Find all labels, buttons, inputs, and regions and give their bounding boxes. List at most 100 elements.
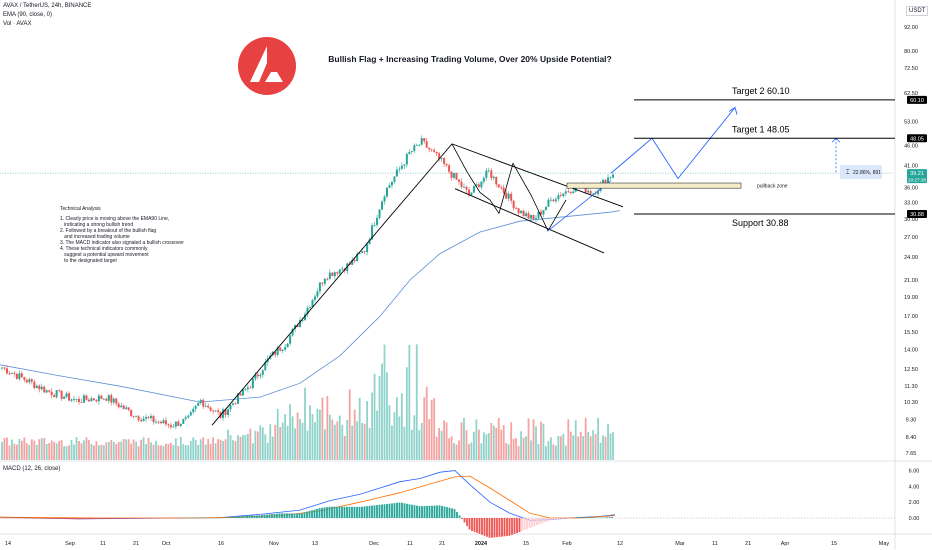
macd-histogram-bar [486,518,488,537]
candle-body [172,426,175,428]
volume-bar [547,440,550,460]
price-tick-label: 24.00 [904,255,918,261]
macd-histogram-bar [446,507,448,518]
volume-bar [353,409,356,460]
volume-bar [145,444,147,460]
time-tick-label: 21 [439,541,445,547]
price-tag-label: 30.88 [910,212,924,218]
currency-badge[interactable]: USDT [906,6,929,16]
volume-bar [229,435,232,460]
volume-bar [433,398,436,460]
macd-histogram-bar [116,518,118,519]
volume-bar [460,422,463,460]
macd-histogram-bar [61,518,63,520]
volume-bar [120,441,123,460]
volume-bar [587,432,590,460]
macd-histogram-bar [283,513,286,518]
candle-body [420,138,423,145]
volume-bar [160,445,162,460]
macd-histogram-bar [338,506,341,518]
candle-body [80,402,83,403]
macd-histogram-bar [83,518,86,520]
candle-body [356,253,359,262]
candle-body [87,399,90,402]
volume-bar [562,433,565,460]
volume-bar [594,434,597,460]
volume-bar [172,444,175,460]
volume-bar [530,440,532,460]
volume-bar [299,419,301,460]
candle-body [487,170,490,172]
time-tick-label: May [879,541,890,547]
candle-body [351,260,354,265]
countdown-label: 20:27:38 [908,178,926,183]
macd-histogram-bar [398,502,401,518]
candle-body [10,373,13,374]
candle-body [194,405,197,409]
candle-body [423,138,426,142]
candle-body [102,398,105,400]
volume-bar [256,431,259,460]
candle-body [204,405,207,407]
price-tick-label: 8.40 [906,435,917,441]
candle-body [70,399,73,401]
candle-body [197,403,200,406]
volume-bar [321,397,324,460]
volume-bar [515,438,518,460]
macd-histogram-bar [373,505,376,518]
price-tick-label: 7.65 [906,451,917,457]
candle-body [236,393,239,404]
macd-histogram-bar [128,518,131,519]
macd-histogram-bar [443,506,446,518]
volume-bar [507,444,510,460]
macd-histogram-bar [386,503,388,518]
candle-body [390,181,393,186]
volume-bar [204,444,207,460]
volume-bar [525,436,527,460]
volume-bar [291,416,294,460]
volume-bar [294,428,296,460]
candle-body [33,381,36,388]
volume-bar [8,445,11,460]
volume-bar [242,435,244,460]
candle-body [517,208,520,214]
candle-body [358,253,361,254]
candle-body [217,410,220,412]
price-tag [907,169,927,184]
candle-body [25,379,28,383]
volume-bar [366,401,369,460]
volume-bar [48,443,51,460]
volume-bar [465,430,468,460]
candle-body [430,149,433,151]
macd-histogram-bar [391,503,393,518]
volume-bar [244,435,247,460]
macd-histogram-bar [43,518,46,519]
macd-histogram-bar [588,517,591,518]
volume-bar [254,430,257,460]
analysis-title: Technical Analysis [60,206,101,212]
candle-body [130,409,133,416]
candle-body [251,378,254,388]
macd-histogram-bar [476,518,478,533]
volume-bar [582,436,585,460]
macd-histogram-bar [101,518,103,519]
candle-body [259,374,262,377]
volume-bar [246,433,249,460]
volume-bar [197,445,200,460]
candle-body [472,185,475,193]
volume-bar [112,441,115,460]
candle-body [107,395,110,401]
macd-histogram-bar [451,508,453,518]
candle-body [512,200,515,209]
macd-histogram-bar [538,518,541,525]
macd-histogram-bar [558,518,561,520]
macd-histogram-bar [263,514,266,518]
macd-histogram-bar [46,518,48,519]
volume-bar [137,446,140,460]
candle-body [609,177,612,179]
candle-body [264,362,267,371]
volume-bar [311,413,314,460]
volume-bar [331,419,334,460]
macd-histogram-bar [348,506,351,518]
